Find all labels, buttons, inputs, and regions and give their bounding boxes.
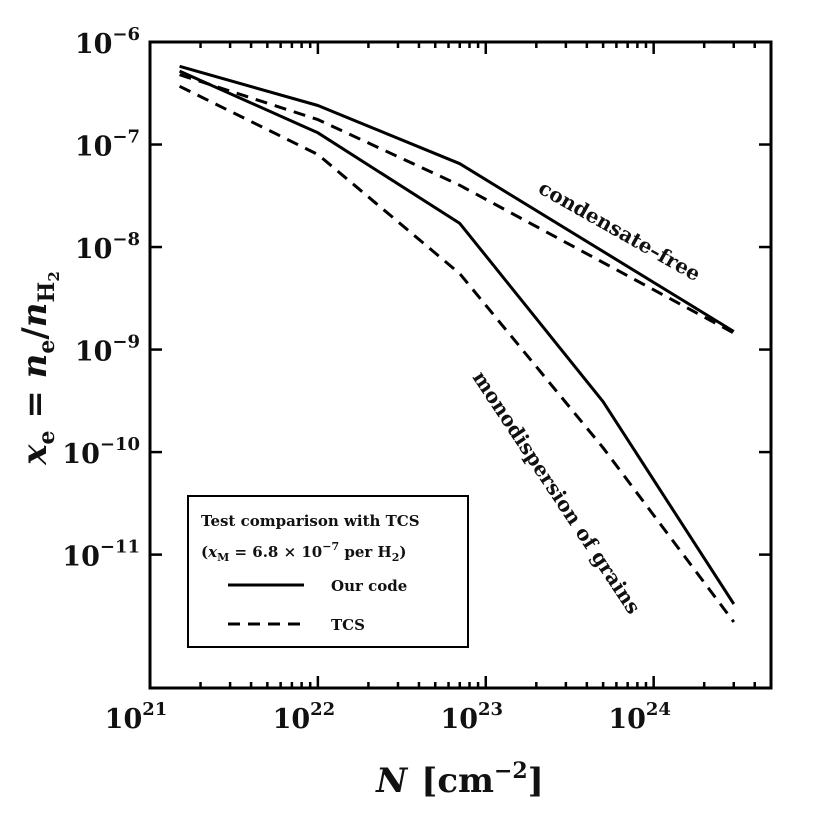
series-line-3-dashed: [178, 84, 735, 623]
legend-title: Test comparison with TCS: [201, 512, 420, 530]
x-tick-label-0: 1021: [105, 699, 168, 735]
ticks-layer: 1021 1022 1023 1024 10−6 10−7 10−8 10−9 10−10 10−…: [62, 24, 773, 735]
legend-box: [187, 495, 469, 648]
x-tick-label-1: 1022: [273, 699, 336, 735]
x-axis-title: N [cm−2]: [375, 758, 544, 801]
plot-frame: [148, 40, 773, 690]
legend-subtitle: (xM = 6.8 × 10−7 per H2): [201, 540, 406, 564]
legend-label-tcs: TCS: [331, 616, 365, 634]
annotation-monodispersion: monodispersion of grains: [468, 367, 646, 619]
annotation-condensate-free: condensate–free: [535, 175, 705, 286]
y-tick-label-3: 10−9: [75, 332, 140, 368]
legend-label-our-code: Our code: [331, 577, 407, 595]
y-tick-label-2: 10−8: [75, 229, 140, 265]
y-tick-label-1: 10−7: [75, 127, 140, 163]
y-tick-label-4: 10−10: [62, 434, 140, 470]
legend: Test comparison with TCS (xM = 6.8 × 10−…: [187, 495, 469, 648]
series-line-0-solid: [179, 64, 735, 333]
y-axis-title: xe = ne/nH2: [15, 271, 63, 466]
y-tick-label-5: 10−11: [62, 537, 140, 573]
y-tick-label-0: 10−6: [75, 24, 140, 60]
series-line-1-dashed: [179, 73, 735, 335]
x-tick-label-2: 1023: [440, 699, 503, 735]
series-layer: [178, 64, 736, 623]
x-tick-label-3: 1024: [608, 699, 671, 735]
series-line-2-solid: [178, 69, 736, 605]
